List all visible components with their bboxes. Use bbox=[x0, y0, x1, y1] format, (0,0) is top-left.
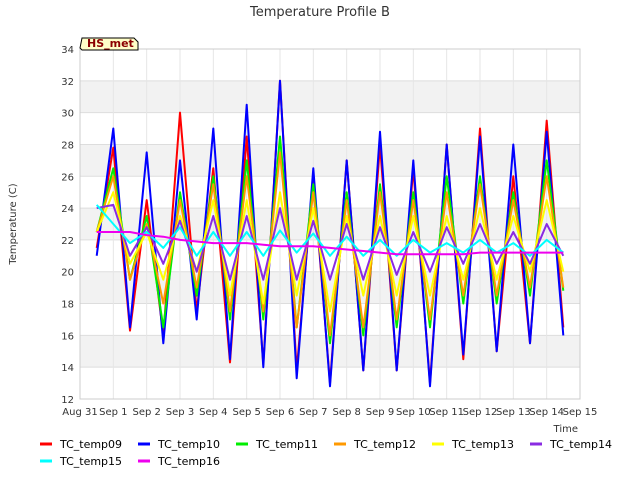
x-tick-label: Sep 5 bbox=[232, 407, 260, 418]
legend-label: TC_temp09 bbox=[59, 438, 122, 451]
x-tick-label: Sep 6 bbox=[266, 407, 294, 418]
x-tick-label: Sep 3 bbox=[166, 407, 194, 418]
station-badge: HS_met bbox=[79, 37, 139, 51]
legend-item: TC_temp10 bbox=[138, 438, 220, 451]
y-tick-label: 26 bbox=[61, 172, 74, 183]
y-axis-ticks: 12 14 16 18 20 22 24 26 28 30 32 34 bbox=[61, 45, 74, 406]
series-line-TC_temp16 bbox=[96, 231, 564, 256]
legend-item: TC_temp12 bbox=[334, 438, 416, 451]
x-tick-label: Sep 15 bbox=[563, 407, 598, 418]
chart-title: Temperature Profile B bbox=[249, 5, 390, 20]
x-axis-label: Time bbox=[553, 424, 578, 435]
legend-item: TC_temp16 bbox=[138, 455, 220, 468]
legend: TC_temp09 TC_temp10 TC_temp11 TC_temp12 TC_t… bbox=[40, 438, 612, 468]
grid-band bbox=[80, 208, 580, 240]
x-tick-label: Aug 31 bbox=[62, 407, 97, 418]
series-line-TC_temp15 bbox=[95, 204, 564, 257]
y-tick-label: 28 bbox=[61, 140, 74, 151]
series-line-TC_temp10 bbox=[95, 79, 565, 388]
y-tick-label: 20 bbox=[61, 268, 74, 279]
legend-label: TC_temp16 bbox=[157, 455, 220, 468]
y-tick-label: 16 bbox=[61, 331, 74, 342]
x-tick-label: Sep 12 bbox=[463, 407, 498, 418]
x-tick-label: Sep 11 bbox=[429, 407, 464, 418]
y-tick-label: 22 bbox=[61, 236, 74, 247]
x-tick-label: Sep 1 bbox=[99, 407, 127, 418]
legend-item: TC_temp13 bbox=[432, 438, 514, 451]
y-tick-label: 32 bbox=[61, 77, 74, 88]
legend-label: TC_temp10 bbox=[157, 438, 220, 451]
series-lines bbox=[95, 79, 565, 388]
y-tick-label: 14 bbox=[61, 363, 74, 374]
x-tick-label: Sep 8 bbox=[332, 407, 360, 418]
x-tick-label: Sep 14 bbox=[529, 407, 564, 418]
legend-label: TC_temp15 bbox=[59, 455, 122, 468]
x-axis-ticks: Aug 31 Sep 1 Sep 2 Sep 3 Sep 4 Sep 5 Sep 6 Sep … bbox=[62, 407, 597, 418]
x-tick-label: Sep 10 bbox=[396, 407, 431, 418]
x-tick-label: Sep 9 bbox=[366, 407, 394, 418]
y-tick-label: 24 bbox=[61, 204, 74, 215]
legend-item: TC_temp09 bbox=[40, 438, 122, 451]
plot-border bbox=[79, 48, 581, 400]
legend-item: TC_temp11 bbox=[236, 438, 318, 451]
legend-item: TC_temp14 bbox=[530, 438, 612, 451]
legend-label: TC_temp14 bbox=[549, 438, 612, 451]
y-axis-label: Temperature (C) bbox=[8, 183, 19, 265]
y-tick-label: 34 bbox=[61, 45, 74, 56]
legend-label: TC_temp11 bbox=[255, 438, 318, 451]
y-tick-label: 30 bbox=[61, 109, 74, 120]
x-tick-label: Sep 4 bbox=[199, 407, 227, 418]
grid-band bbox=[80, 80, 580, 113]
x-tick-label: Sep 2 bbox=[132, 407, 160, 418]
y-tick-label: 18 bbox=[61, 300, 74, 311]
y-tick-label: 12 bbox=[61, 395, 74, 406]
station-badge-label: HS_met bbox=[87, 37, 134, 50]
legend-label: TC_temp13 bbox=[451, 438, 514, 451]
x-tick-label: Sep 13 bbox=[496, 407, 531, 418]
x-tick-label: Sep 7 bbox=[299, 407, 327, 418]
legend-label: TC_temp12 bbox=[353, 438, 416, 451]
legend-item: TC_temp15 bbox=[40, 455, 122, 468]
grid-band bbox=[80, 144, 580, 177]
